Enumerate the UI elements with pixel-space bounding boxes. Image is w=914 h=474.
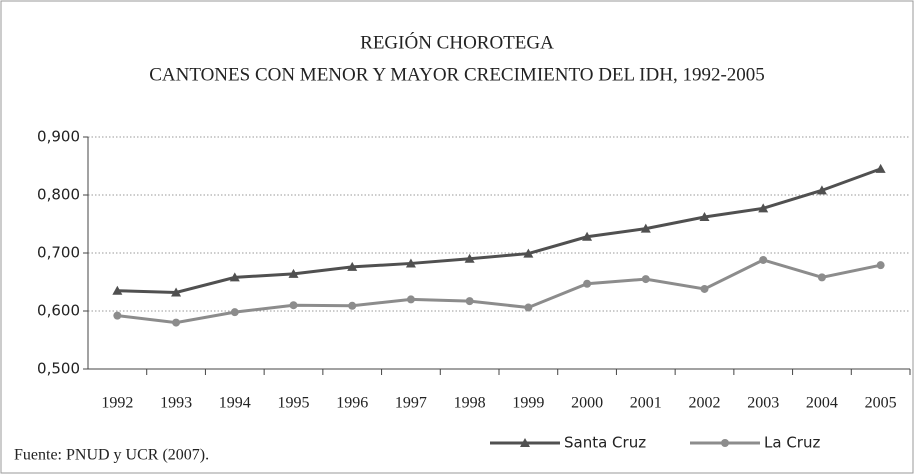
data-point	[465, 297, 474, 306]
legend-label: Santa Cruz	[564, 434, 646, 452]
data-point	[758, 203, 769, 213]
data-point	[583, 279, 592, 288]
x-tick-label: 1999	[512, 395, 544, 412]
data-point	[640, 223, 651, 233]
x-tick-label: 2003	[747, 395, 779, 412]
data-point	[113, 311, 122, 320]
data-point	[229, 272, 240, 282]
x-tick-label: 1992	[101, 395, 133, 412]
data-point	[172, 318, 181, 327]
data-point	[700, 284, 709, 293]
x-tick-label: 1993	[160, 395, 192, 412]
x-tick-label: 1996	[336, 395, 368, 412]
x-tick-label: 1997	[395, 395, 427, 412]
legend-label: La Cruz	[764, 434, 820, 452]
legend-marker	[520, 438, 530, 447]
data-point	[816, 185, 827, 195]
x-tick-label: 2005	[865, 395, 897, 412]
x-tick-label: 2004	[806, 395, 838, 412]
y-tick-label: 0,800	[37, 186, 80, 204]
x-tick-label: 2000	[571, 395, 603, 412]
y-tick-label: 0,900	[37, 128, 80, 146]
data-point	[230, 308, 239, 317]
data-point	[523, 248, 534, 258]
data-point	[641, 275, 650, 284]
data-point	[582, 231, 593, 241]
x-tick-label: 2002	[689, 395, 721, 412]
y-tick-label: 0,500	[37, 360, 80, 378]
data-point	[524, 303, 533, 312]
y-tick-label: 0,600	[37, 302, 80, 320]
data-point	[699, 212, 710, 222]
data-point	[112, 285, 123, 295]
series-line	[117, 167, 882, 294]
data-point	[464, 253, 475, 263]
data-point	[817, 273, 826, 282]
data-point	[405, 258, 416, 268]
series-line	[117, 258, 881, 325]
data-point	[171, 287, 182, 297]
data-point	[876, 261, 885, 270]
x-tick-label: 1998	[454, 395, 486, 412]
data-point	[288, 268, 299, 278]
source-note: Fuente: PNUD y UCR (2007).	[14, 447, 209, 464]
x-tick-label: 2001	[630, 395, 662, 412]
data-point	[875, 163, 886, 173]
data-point	[759, 255, 768, 264]
chart-subtitle: CANTONES CON MENOR Y MAYOR CRECIMIENTO D…	[149, 64, 765, 85]
data-point	[348, 301, 357, 310]
data-point	[289, 301, 298, 310]
data-point	[347, 261, 358, 271]
legend-marker	[721, 439, 729, 447]
x-tick-label: 1995	[278, 395, 310, 412]
data-point	[406, 295, 415, 304]
y-tick-label: 0,700	[37, 244, 80, 262]
chart-title: REGIÓN CHOROTEGA	[360, 31, 554, 53]
x-tick-label: 1994	[219, 395, 251, 412]
